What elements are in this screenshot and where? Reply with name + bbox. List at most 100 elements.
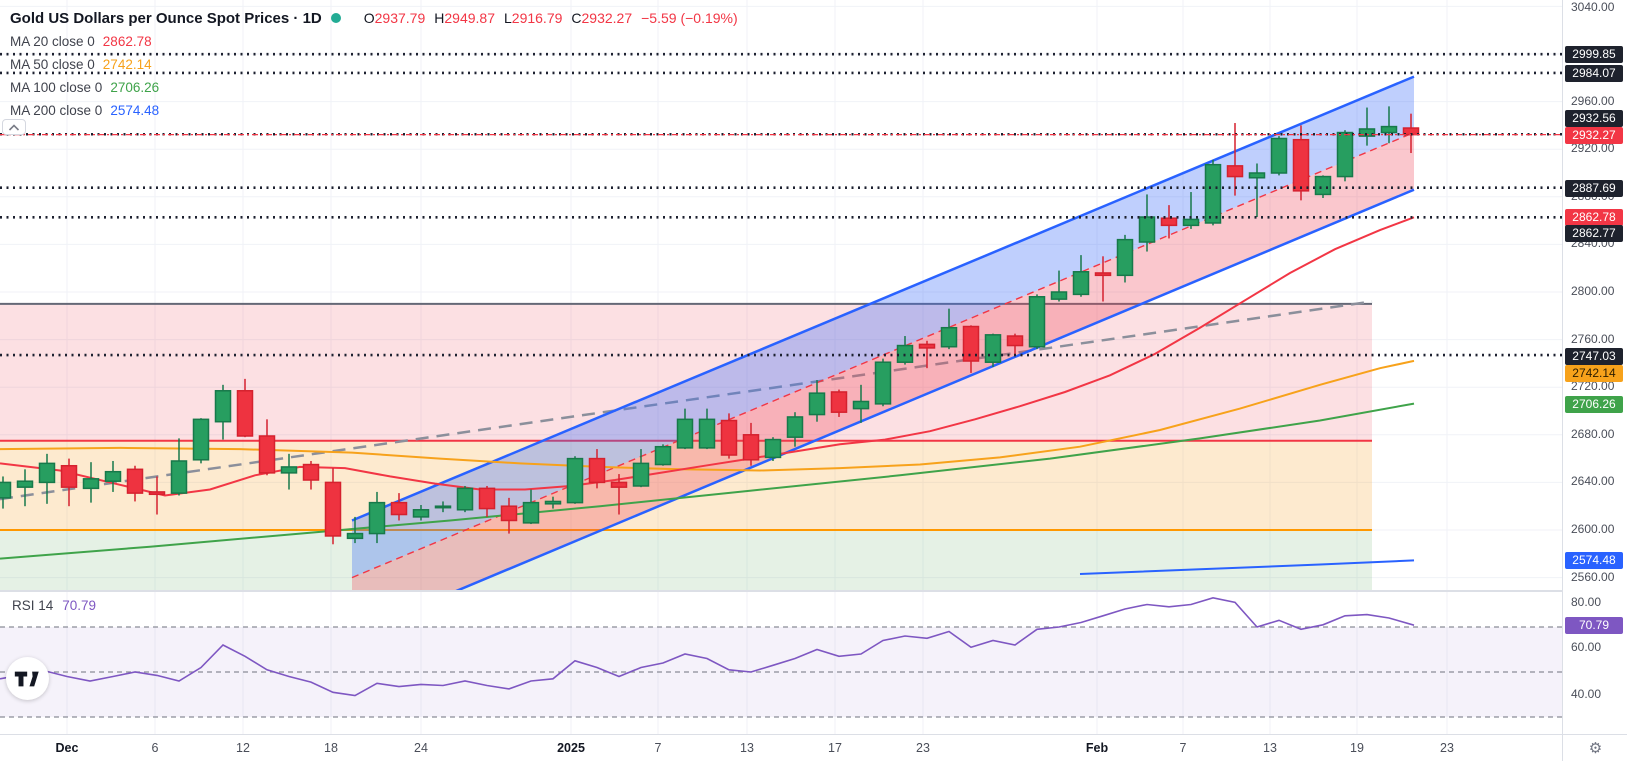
tradingview-logo-icon [14, 671, 39, 686]
candle-body [346, 532, 364, 540]
close-label: C [571, 10, 582, 26]
candle-body [16, 480, 34, 488]
rsi-line[interactable] [0, 596, 1415, 697]
rsi-band-fill [0, 627, 1562, 717]
ma-legend-label: MA 200 close 0 [10, 103, 103, 118]
candle-body [742, 434, 760, 461]
candle-body [676, 418, 694, 449]
price-axis-label: 2760.00 [1571, 332, 1615, 346]
price-axis-badge: 2887.69 [1565, 179, 1623, 197]
time-axis[interactable]: Dec 6 12 18 24 2025 7 13 17 23 Feb 7 13 19 23 [0, 734, 1562, 761]
change-value: −5.59 (−0.19%) [641, 10, 738, 26]
candle-body [918, 343, 936, 349]
open-label: O [363, 10, 375, 26]
price-axis[interactable]: 3040.002960.002920.002880.002840.002800.… [1562, 0, 1627, 734]
candle-body [280, 466, 298, 474]
price-axis-badge: 2999.85 [1565, 45, 1623, 63]
ma-legend-value: 2574.48 [110, 103, 160, 118]
gear-icon[interactable]: ⚙ [1588, 740, 1603, 757]
symbol-title[interactable]: Gold US Dollars per Ounce Spot Prices · … [10, 9, 322, 27]
candle-body [478, 487, 496, 510]
price-axis-badge: 2932.27 [1565, 126, 1623, 144]
candle-body [1160, 217, 1178, 227]
ma-line-ma100[interactable] [0, 402, 1415, 560]
symbol-title-row[interactable]: Gold US Dollars per Ounce Spot Prices · … [10, 6, 738, 30]
price-axis-label: 2680.00 [1571, 427, 1615, 441]
candle-body [126, 468, 144, 494]
candle-body [82, 478, 100, 490]
price-zone [0, 440, 1372, 530]
candle-body [940, 326, 958, 348]
price-axis-label: 2920.00 [1571, 141, 1615, 155]
ma-legend-label: MA 20 close 0 [10, 34, 95, 49]
rsi-value: 70.79 [62, 598, 97, 613]
ma-legend: MA 20 close 0 2862.78 MA 50 close 0 2742.14… [10, 30, 738, 122]
candle-body [324, 481, 342, 537]
ma-line-ma200[interactable] [1079, 559, 1415, 575]
candle-body [632, 462, 650, 487]
time-axis-label: 13 [740, 741, 754, 755]
candle-body [786, 416, 804, 438]
channel-lower-line[interactable] [352, 188, 1415, 635]
high-value: 2949.87 [444, 10, 495, 26]
ma-legend-value: 2706.26 [110, 80, 160, 95]
time-axis-label: 7 [654, 741, 662, 755]
candle-body [1204, 163, 1222, 224]
price-axis-badge: 2574.48 [1565, 551, 1623, 569]
candle-body [1248, 172, 1266, 179]
price-axis-badge: 70.79 [1565, 616, 1623, 634]
candle-body [456, 487, 474, 511]
candle-body [852, 400, 870, 410]
price-axis-label: 2800.00 [1571, 284, 1615, 298]
time-axis-label: 23 [916, 741, 930, 755]
price-axis-label: 2720.00 [1571, 379, 1615, 393]
ma-legend-row[interactable]: MA 50 close 0 2742.14 [10, 53, 738, 76]
trendline-dashed[interactable] [0, 300, 1373, 501]
candle-body [192, 418, 210, 461]
ma-legend-row[interactable]: MA 100 close 0 2706.26 [10, 76, 738, 99]
price-axis-badge: 2747.03 [1565, 347, 1623, 365]
time-axis-label: 24 [414, 741, 428, 755]
rsi-pane [0, 596, 1562, 718]
candle-body [654, 445, 672, 466]
candle-body [1358, 128, 1376, 137]
ma-line-ma20[interactable] [0, 216, 1415, 497]
candle-body [588, 457, 606, 484]
candle-body [610, 481, 628, 488]
candle-body [522, 501, 540, 524]
candle-body [1006, 335, 1024, 347]
ma-legend-row[interactable]: MA 20 close 0 2862.78 [10, 30, 738, 53]
candle-body [1072, 271, 1090, 296]
time-axis-label: 18 [324, 741, 338, 755]
ma-legend-row[interactable]: MA 200 close 0 2574.48 [10, 99, 738, 122]
price-axis-badge: 2742.14 [1565, 364, 1623, 382]
candle-body [1182, 218, 1200, 227]
candle-body [808, 392, 826, 416]
legend-collapse-button[interactable] [2, 119, 26, 135]
chart-legend: Gold US Dollars per Ounce Spot Prices · … [10, 6, 738, 122]
time-axis-label: Feb [1085, 741, 1109, 755]
high-label: H [434, 10, 445, 26]
candle-body [1116, 238, 1134, 277]
candle-body [830, 391, 848, 413]
candle-body [302, 463, 320, 481]
price-zone [0, 530, 1372, 591]
candle-body [1292, 138, 1310, 192]
candle-body [390, 501, 408, 516]
price-axis-badge: 2862.78 [1565, 208, 1623, 226]
tradingview-logo[interactable] [6, 657, 49, 700]
price-axis-label: 2560.00 [1571, 570, 1615, 584]
candle-body [566, 457, 584, 504]
time-axis-label: 7 [1179, 741, 1187, 755]
ma-line-ma50[interactable] [0, 359, 1415, 472]
channel-upper-line[interactable] [351, 75, 1415, 522]
price-axis-badge: 2984.07 [1565, 64, 1623, 82]
ma-legend-label: MA 100 close 0 [10, 80, 103, 95]
candle-body [1050, 291, 1068, 300]
candle-body [214, 390, 232, 423]
candle-body [60, 464, 78, 488]
rsi-legend[interactable]: RSI 14 70.79 [12, 598, 96, 613]
candle-body [544, 500, 562, 505]
